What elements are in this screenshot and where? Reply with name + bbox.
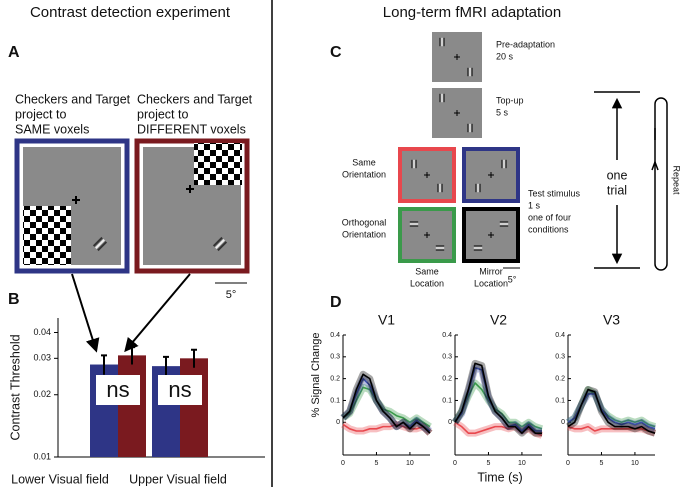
scale-label: 5°: [508, 274, 517, 284]
y-tick-label: 0.4: [330, 332, 340, 339]
label: 1 s: [528, 200, 541, 210]
y-tick-label: 0.01: [33, 451, 51, 461]
x-tick-label: 0: [566, 460, 570, 467]
line: [567, 425, 656, 434]
y-tick-label: 0: [561, 419, 565, 426]
y-tick-label: 0.3: [330, 354, 340, 361]
label: conditions: [528, 224, 569, 234]
label: Mirror: [479, 266, 503, 276]
label: Same: [352, 157, 376, 167]
x-axis-label: Time (s): [477, 470, 522, 484]
chart-title: V2: [490, 312, 507, 328]
y-tick-label: 0.1: [442, 397, 452, 404]
line: [454, 362, 542, 434]
x-tick-label: Lower Visual field: [11, 472, 109, 486]
x-tick-label: 5: [600, 460, 604, 467]
line: [454, 421, 543, 437]
label: Test stimulus: [528, 188, 581, 198]
chart-title: V1: [378, 312, 395, 328]
y-tick-label: 0.03: [33, 353, 51, 363]
line: [342, 373, 431, 434]
label: 5 s: [496, 107, 509, 117]
scale-label: 5°: [226, 289, 237, 301]
annotation-box: [96, 375, 140, 405]
x-tick-label: 10: [518, 460, 526, 467]
panel-label: B: [8, 291, 20, 308]
caption: DIFFERENT voxels: [137, 122, 246, 136]
label: 20 s: [496, 51, 514, 61]
x-tick-label: 0: [341, 460, 345, 467]
stimulus-same: [14, 138, 130, 274]
error-bar: [191, 348, 197, 368]
line: [567, 388, 656, 434]
y-tick-label: 0.2: [555, 375, 565, 382]
y-tick-label: 0.02: [33, 389, 51, 399]
y-tick-label: 0.4: [442, 332, 452, 339]
panel-label: C: [330, 44, 342, 61]
x-tick-label: Upper Visual field: [129, 472, 227, 486]
y-tick-label: 0.3: [555, 354, 565, 361]
trial-bracket: [594, 91, 668, 271]
x-tick-label: 10: [406, 460, 414, 467]
y-tick-label: 0.2: [330, 375, 340, 382]
left-title: Contrast detection experiment: [30, 4, 231, 21]
caption: project to: [137, 107, 188, 121]
panel-label: D: [330, 294, 342, 311]
caption: project to: [15, 107, 66, 121]
label: Orthogonal: [342, 217, 387, 227]
chart-title: V3: [603, 312, 620, 328]
stimulus-images: [398, 32, 520, 263]
panel-label: A: [8, 44, 20, 61]
caption: SAME voxels: [15, 122, 89, 136]
label: Top-up: [496, 95, 524, 105]
label: Location: [474, 278, 508, 288]
label: one: [607, 168, 628, 182]
bar: [180, 358, 208, 457]
arrow: [124, 273, 191, 353]
y-tick-label: 0.1: [330, 397, 340, 404]
right-title: Long-term fMRI adaptation: [383, 4, 561, 21]
bar: [118, 355, 146, 457]
line: [454, 382, 543, 430]
arrow: [71, 273, 100, 353]
line: [342, 423, 431, 434]
error-bar: [101, 354, 107, 375]
y-tick-label: 0.04: [33, 327, 51, 337]
annotation-box: [158, 375, 202, 405]
y-axis-label: % Signal Change: [310, 332, 322, 417]
label: trial: [607, 183, 627, 197]
x-tick-label: 10: [631, 460, 639, 467]
label: Orientation: [342, 169, 386, 179]
label: Pre-adaptation: [496, 39, 555, 49]
label: Repeat: [672, 165, 682, 195]
y-tick-label: 0.3: [442, 354, 452, 361]
y-tick-label: 0: [336, 419, 340, 426]
y-tick-label: 0: [448, 419, 452, 426]
caption: Checkers and Target: [137, 92, 253, 106]
label: Orientation: [342, 229, 386, 239]
x-tick-label: 5: [375, 460, 379, 467]
label: one of four: [528, 212, 571, 222]
stimulus-different: [134, 138, 250, 274]
line: [342, 386, 431, 428]
caption: Checkers and Target: [15, 92, 131, 106]
label: Same: [415, 266, 439, 276]
y-axis-label: Contrast Threshold: [8, 334, 22, 440]
annotation: ns: [168, 377, 191, 402]
error-bar: [163, 355, 169, 377]
y-tick-label: 0.4: [555, 332, 565, 339]
y-tick-label: 0.2: [442, 375, 452, 382]
annotation: ns: [106, 377, 129, 402]
y-tick-label: 0.1: [555, 397, 565, 404]
x-tick-label: 0: [453, 460, 457, 467]
label: Location: [410, 278, 444, 288]
error-bar: [129, 346, 135, 365]
x-tick-label: 5: [487, 460, 491, 467]
